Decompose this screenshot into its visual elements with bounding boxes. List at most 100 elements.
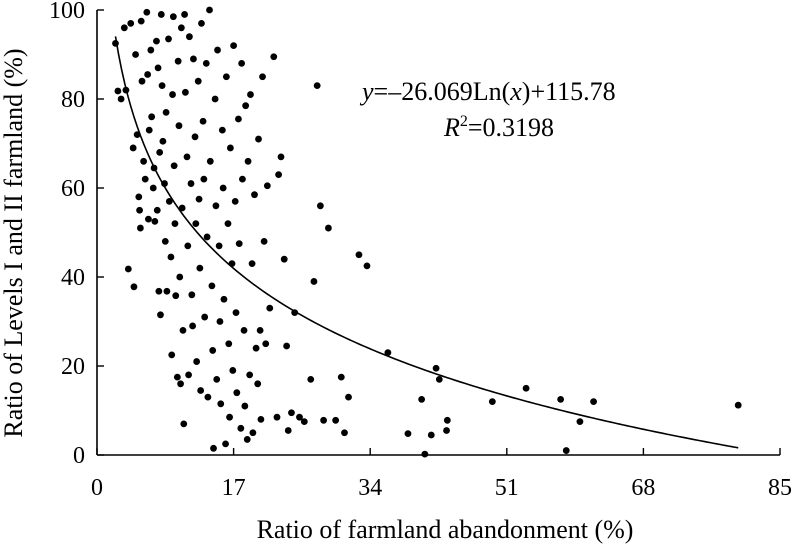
data-point: [130, 283, 138, 291]
data-point: [151, 217, 159, 225]
data-point: [185, 371, 193, 379]
data-point: [192, 220, 200, 228]
data-point: [206, 6, 213, 14]
data-point: [148, 113, 156, 121]
data-point: [124, 265, 132, 273]
data-point: [418, 395, 426, 403]
data-point: [260, 238, 268, 245]
data-point: [734, 401, 742, 409]
data-point: [355, 251, 363, 259]
data-point: [187, 180, 195, 187]
data-point: [215, 242, 223, 250]
y-tick-label: 60: [61, 176, 85, 202]
data-point: [241, 402, 249, 410]
data-point: [143, 8, 151, 16]
data-point: [213, 375, 221, 383]
data-point: [157, 11, 165, 18]
data-point: [232, 309, 240, 316]
data-point: [137, 17, 145, 25]
data-point: [169, 91, 176, 98]
data-point: [562, 447, 570, 454]
data-point: [283, 342, 291, 350]
data-point: [117, 95, 125, 103]
data-point: [183, 153, 191, 161]
data-point: [226, 144, 234, 152]
data-point: [170, 162, 178, 170]
data-point: [175, 122, 183, 130]
data-point: [176, 273, 184, 281]
data-point: [202, 60, 210, 67]
data-point: [341, 429, 348, 437]
data-point: [144, 71, 152, 78]
data-point: [404, 430, 412, 438]
data-point: [222, 440, 229, 448]
data-point: [195, 195, 203, 203]
data-point: [212, 202, 220, 210]
data-point: [203, 233, 211, 241]
data-point: [208, 282, 216, 290]
data-point: [173, 373, 181, 381]
data-point: [316, 202, 324, 210]
data-point: [204, 393, 212, 401]
data-point: [432, 364, 440, 372]
data-point: [177, 24, 185, 32]
data-point: [222, 73, 230, 81]
data-point: [129, 144, 137, 152]
data-point: [263, 182, 271, 190]
data-point: [337, 373, 345, 381]
x-tick-label: 17: [222, 475, 246, 501]
data-point: [488, 398, 496, 405]
data-point: [138, 77, 146, 85]
data-point: [384, 349, 392, 357]
data-point: [238, 60, 246, 67]
data-point: [217, 400, 225, 408]
data-point: [307, 375, 315, 383]
trend-equation: y=–26.069Ln(x)+115.78: [359, 77, 616, 106]
data-point: [171, 220, 179, 228]
data-point: [145, 126, 153, 134]
data-point: [300, 418, 308, 426]
data-point: [225, 340, 233, 348]
data-point: [127, 19, 135, 27]
data-point: [218, 126, 226, 134]
data-point: [237, 424, 245, 432]
data-point: [145, 215, 152, 223]
r-squared: R2=0.3198: [443, 113, 554, 142]
data-point: [153, 37, 160, 45]
data-point: [345, 393, 352, 401]
data-point: [162, 108, 170, 116]
data-point: [522, 384, 530, 392]
x-tick-label: 51: [495, 475, 519, 501]
data-point: [211, 95, 219, 103]
eq-part2: )+115.78: [522, 77, 616, 106]
data-point: [325, 224, 332, 232]
data-point: [201, 313, 209, 321]
data-point: [313, 82, 321, 90]
data-point: [230, 42, 238, 49]
data-point: [158, 82, 166, 90]
data-point: [120, 24, 128, 32]
y-tick-label: 80: [61, 87, 85, 113]
data-point: [209, 347, 217, 354]
data-point: [177, 380, 184, 388]
data-point: [172, 292, 180, 300]
x-axis-title: Ratio of farmland abandonment (%): [257, 515, 634, 544]
data-point: [270, 53, 278, 61]
ticks: 0 17 34 51 68 85 0 20 40 60 80 100: [49, 0, 792, 501]
data-point: [277, 153, 285, 161]
data-point: [421, 450, 429, 458]
data-point: [229, 367, 237, 374]
data-point: [178, 204, 186, 212]
y-axis-title: Ratio of Levels I and II farmland (%): [0, 48, 28, 437]
data-point: [320, 416, 327, 424]
data-point: [165, 35, 172, 43]
trendline: [114, 36, 739, 449]
data-point: [257, 416, 265, 423]
data-point: [193, 358, 201, 365]
data-point: [233, 389, 241, 397]
data-point: [275, 171, 282, 179]
data-point: [235, 240, 243, 248]
data-point: [189, 322, 197, 330]
data-point: [246, 371, 254, 379]
data-point: [259, 73, 266, 81]
